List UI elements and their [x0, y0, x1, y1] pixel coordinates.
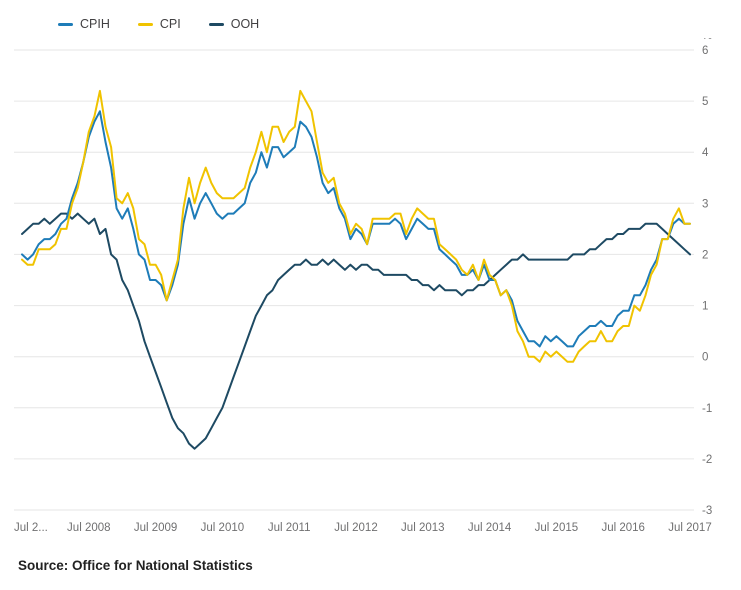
y-tick-label: -1 [702, 403, 712, 415]
y-tick-label: 5 [702, 96, 708, 108]
axis-labels: 6 5 4 3 2 1 0 -1 -2 -3% Jul 2... Jul 2008 Jul 2009 Ju… [14, 38, 712, 534]
y-tick-label: 0 [702, 352, 708, 364]
x-tick-label: Jul 2008 [67, 522, 110, 534]
series-lines [21, 89, 691, 450]
series-line-cpih [21, 110, 691, 348]
legend-label-cpi: CPI [159, 17, 181, 31]
x-tick-label: Jul 2016 [601, 522, 644, 534]
y-tick-label: 2 [702, 249, 708, 261]
series-line-ooh [21, 212, 691, 450]
chart-svg: 6 5 4 3 2 1 0 -1 -2 -3% Jul 2... Jul 2008 Jul 2009 Ju… [14, 38, 712, 534]
legend-swatch [58, 22, 73, 26]
legend-item-ooh[interactable]: OOH [208, 17, 260, 31]
x-tick-label: Jul 2015 [535, 522, 578, 534]
y-tick-label: -3 [702, 505, 712, 517]
legend-swatch [137, 22, 153, 26]
x-tick-label: Jul 2012 [334, 522, 377, 534]
y-tick-label: 1 [702, 301, 708, 313]
y-tick-label: 4 [702, 147, 709, 159]
y-axis-unit-label: % [702, 38, 712, 42]
legend-label-cpih: CPIH [80, 17, 110, 31]
legend-label-ooh: OOH [230, 17, 260, 31]
x-tick-label: Jul 2010 [201, 522, 244, 534]
x-tick-label: Jul 2009 [134, 522, 177, 534]
y-tick-label: -2 [702, 454, 712, 466]
source-text: Source: Office for National Statistics [18, 558, 253, 573]
gridlines [14, 49, 694, 511]
x-tick-label: Jul 2013 [401, 522, 444, 534]
legend-item-cpih[interactable]: CPIH [58, 17, 110, 31]
y-tick-label: 3 [702, 198, 708, 210]
chart-legend: CPIH CPI OOH [0, 0, 741, 38]
y-tick-label: 6 [702, 45, 708, 57]
legend-swatch [208, 22, 224, 26]
x-tick-label: Jul 2011 [268, 522, 311, 534]
x-tick-label: Jul 2014 [468, 522, 512, 534]
x-tick-label: Jul 2... [14, 522, 48, 534]
series-line-cpi [21, 89, 691, 363]
legend-item-cpi[interactable]: CPI [137, 17, 181, 31]
x-tick-label: Jul 2017 [668, 522, 711, 534]
